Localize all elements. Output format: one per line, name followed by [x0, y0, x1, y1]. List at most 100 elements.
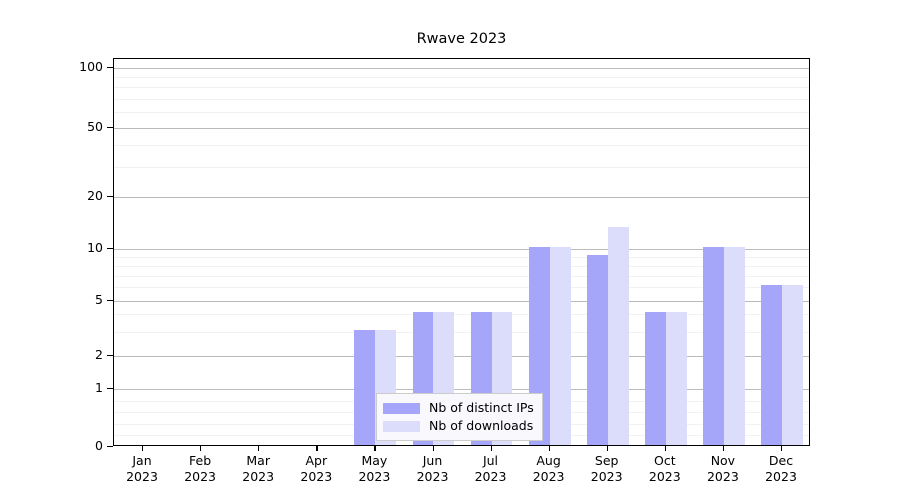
x-tick-label-year: 2023	[590, 469, 623, 484]
y-tick-mark	[107, 67, 113, 69]
x-tick-label-month: Dec	[768, 453, 794, 468]
y-tick-mark	[107, 248, 113, 250]
y-tick-label: 2	[95, 347, 103, 362]
x-tick-label-month: Nov	[710, 453, 736, 468]
x-tick-mark	[432, 446, 434, 451]
bar	[702, 247, 724, 445]
legend-swatch-icon	[383, 402, 420, 414]
bar	[354, 329, 376, 445]
x-tick-label: Sep 2023	[591, 453, 623, 485]
x-tick-label-month: Feb	[189, 453, 212, 468]
legend-item-distinct-ips: Nb of distinct IPs	[383, 399, 534, 417]
x-tick-label: Jun 2023	[417, 453, 449, 485]
x-tick-label-year: 2023	[648, 469, 681, 484]
y-tick-mark	[107, 127, 113, 129]
x-tick-label-year: 2023	[532, 469, 565, 484]
x-tick-mark	[781, 446, 783, 451]
bar	[644, 312, 666, 445]
bar	[549, 247, 571, 445]
x-tick-mark	[548, 446, 550, 451]
legend-swatch-icon	[383, 420, 420, 432]
bar	[586, 254, 608, 445]
chart-legend: Nb of distinct IPs Nb of downloads	[376, 393, 543, 441]
x-tick-label-month: Oct	[653, 453, 676, 468]
x-tick-label: Jan 2023	[126, 453, 158, 485]
gridline-minor	[114, 144, 809, 146]
legend-item-label: Nb of downloads	[429, 417, 534, 433]
y-tick-mark	[107, 388, 113, 390]
y-tick-label: 0	[95, 438, 103, 453]
x-tick-mark	[374, 446, 376, 451]
x-tick-label-month: Sep	[594, 453, 619, 468]
y-tick-label: 5	[95, 292, 103, 307]
gridline-major	[114, 197, 809, 198]
gridline-major	[114, 356, 809, 357]
x-tick-label: Feb 2023	[184, 453, 216, 485]
x-tick-label-month: Apr	[305, 453, 328, 468]
legend-item-label: Nb of distinct IPs	[429, 399, 534, 415]
gridline-minor	[114, 98, 809, 100]
x-tick-label-year: 2023	[126, 469, 158, 484]
x-tick-label: Aug 2023	[533, 453, 565, 485]
gridline-major	[114, 249, 809, 250]
x-tick-label-month: May	[361, 453, 388, 468]
x-tick-mark	[490, 446, 492, 451]
x-tick-label: Dec 2023	[765, 453, 797, 485]
gridline-minor	[114, 275, 809, 277]
x-tick-label-month: Jan	[132, 453, 152, 468]
bar	[665, 312, 687, 445]
gridline-minor	[114, 314, 809, 316]
x-tick-mark	[200, 446, 202, 451]
x-tick-label-year: 2023	[706, 469, 739, 484]
y-tick-mark	[107, 355, 113, 357]
gridline-minor	[114, 112, 809, 114]
x-tick-mark	[722, 446, 725, 451]
y-tick-label: 100	[79, 59, 103, 74]
bar	[607, 227, 629, 445]
x-tick-label: May 2023	[358, 453, 390, 485]
x-tick-label-year: 2023	[184, 469, 216, 484]
gridline-major	[114, 68, 809, 69]
x-tick-mark	[316, 446, 318, 451]
bar	[723, 247, 745, 445]
x-tick-label-month: Jul	[482, 453, 499, 468]
x-tick-label: Nov 2023	[707, 453, 739, 485]
x-tick-label: Jul 2023	[475, 453, 507, 485]
plot-area	[113, 58, 810, 446]
x-tick-mark	[142, 446, 144, 451]
x-tick-mark	[664, 446, 667, 451]
gridline-major	[114, 128, 809, 129]
y-axis: 0 1 2 5 10 20 50 100	[0, 0, 103, 500]
y-tick-mark	[107, 446, 113, 448]
x-tick-label-year: 2023	[765, 469, 797, 484]
x-tick-label-year: 2023	[300, 469, 333, 484]
x-tick-label-month: Aug	[536, 453, 561, 468]
x-tick-label-year: 2023	[416, 469, 449, 484]
y-tick-label: 10	[87, 240, 103, 255]
bar	[781, 285, 803, 445]
y-tick-mark	[107, 196, 113, 198]
gridline-major	[114, 389, 809, 390]
gridline-minor	[114, 87, 809, 89]
bar	[761, 285, 782, 445]
x-tick-label: Mar 2023	[242, 453, 274, 485]
y-tick-label: 1	[95, 380, 103, 395]
x-tick-label-year: 2023	[474, 469, 507, 484]
x-tick-mark	[606, 446, 608, 451]
gridline-minor	[114, 77, 809, 79]
x-tick-label: Apr 2023	[300, 453, 332, 485]
gridline-minor	[114, 256, 809, 258]
gridline-minor	[114, 331, 809, 333]
x-tick-label-month: Mar	[246, 453, 270, 468]
x-tick-mark	[258, 446, 260, 451]
y-tick-label: 20	[87, 188, 103, 203]
gridline-minor	[114, 287, 809, 289]
x-tick-label-year: 2023	[358, 469, 391, 484]
y-tick-label: 50	[87, 119, 103, 134]
gridline-major	[114, 301, 809, 302]
gridline-minor	[114, 265, 809, 267]
legend-item-downloads: Nb of downloads	[383, 417, 534, 435]
x-tick-label-year: 2023	[242, 469, 275, 484]
y-tick-mark	[107, 300, 113, 302]
